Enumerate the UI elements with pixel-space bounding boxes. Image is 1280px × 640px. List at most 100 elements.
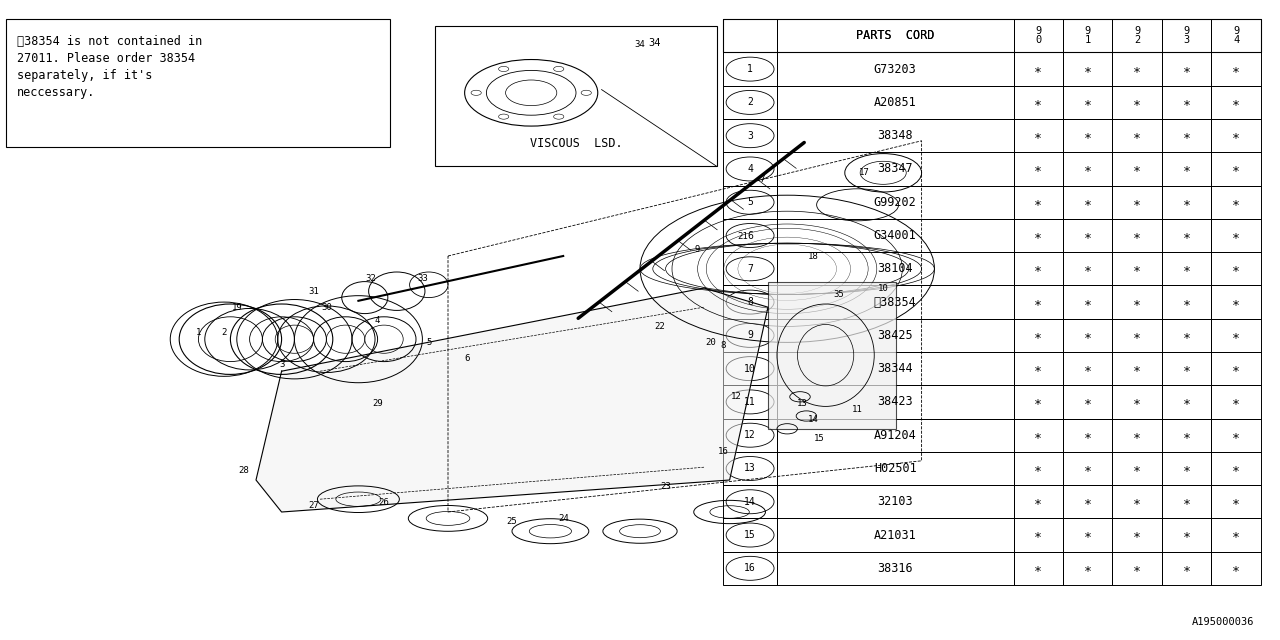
Bar — [723, 319, 777, 352]
Text: 10: 10 — [744, 364, 756, 374]
Bar — [1211, 419, 1261, 452]
Bar — [777, 186, 1014, 219]
Text: ∗: ∗ — [1183, 396, 1190, 408]
Bar — [1211, 385, 1261, 419]
Text: 1: 1 — [748, 64, 753, 74]
Text: ∗: ∗ — [1133, 163, 1142, 175]
Bar — [1062, 285, 1112, 319]
Bar — [723, 86, 777, 119]
Text: ∗: ∗ — [1233, 96, 1240, 109]
Bar — [1162, 186, 1211, 219]
Bar — [723, 19, 1261, 52]
Text: ∗: ∗ — [1084, 129, 1092, 142]
Bar — [1112, 52, 1162, 86]
Text: ∗: ∗ — [1084, 396, 1092, 408]
Bar — [777, 352, 1014, 385]
Bar — [6, 19, 390, 147]
Text: 2: 2 — [748, 97, 753, 108]
Text: ∗: ∗ — [1084, 229, 1092, 242]
Text: ∗: ∗ — [1084, 196, 1092, 209]
Text: ∗: ∗ — [1084, 163, 1092, 175]
Text: 6: 6 — [748, 230, 753, 241]
Bar — [777, 485, 1014, 518]
Text: ∗: ∗ — [1233, 495, 1240, 508]
Bar — [1062, 352, 1112, 385]
Bar — [1014, 152, 1062, 186]
Text: ∗: ∗ — [1183, 462, 1190, 475]
Text: ∗: ∗ — [1034, 462, 1042, 475]
Text: 1: 1 — [196, 328, 201, 337]
Bar — [1062, 52, 1112, 86]
Bar — [1062, 385, 1112, 419]
Text: 9
3: 9 3 — [1184, 26, 1189, 45]
Text: ∗: ∗ — [1183, 529, 1190, 541]
Text: 31: 31 — [308, 287, 319, 296]
Bar — [1112, 285, 1162, 319]
Text: ∗: ∗ — [1084, 562, 1092, 575]
Text: ∗: ∗ — [1133, 495, 1142, 508]
Bar — [1211, 19, 1261, 52]
Bar — [1014, 19, 1062, 52]
Text: 15: 15 — [744, 530, 756, 540]
Text: ∗: ∗ — [1233, 396, 1240, 408]
Bar — [723, 252, 777, 285]
Bar — [1211, 518, 1261, 552]
Bar — [723, 518, 777, 552]
Bar — [1211, 285, 1261, 319]
Bar — [1112, 19, 1162, 52]
Text: ※38354 is not contained in
27011. Please order 38354
separately, if it's
neccess: ※38354 is not contained in 27011. Please… — [17, 35, 202, 99]
Text: 9: 9 — [748, 330, 753, 340]
Text: ∗: ∗ — [1133, 229, 1142, 242]
Bar — [1112, 552, 1162, 585]
Text: ∗: ∗ — [1133, 462, 1142, 475]
Bar — [777, 152, 1014, 186]
Text: 13: 13 — [744, 463, 756, 474]
Text: ∗: ∗ — [1133, 562, 1142, 575]
Bar — [1211, 252, 1261, 285]
Bar — [1062, 186, 1112, 219]
Text: PARTS  CORD: PARTS CORD — [856, 29, 934, 42]
Bar — [1014, 285, 1062, 319]
Text: PARTS  CORD: PARTS CORD — [856, 29, 934, 42]
Bar — [723, 119, 777, 152]
Text: 20: 20 — [705, 338, 716, 347]
Bar — [1014, 52, 1062, 86]
Text: 30: 30 — [321, 303, 332, 312]
Text: ∗: ∗ — [1183, 429, 1190, 442]
Text: ∗: ∗ — [1034, 196, 1042, 209]
Text: ∗: ∗ — [1034, 562, 1042, 575]
Text: ∗: ∗ — [1084, 329, 1092, 342]
Text: ∗: ∗ — [1133, 429, 1142, 442]
Bar — [1062, 152, 1112, 186]
Bar — [723, 485, 777, 518]
Bar — [1162, 518, 1211, 552]
Bar — [1014, 319, 1062, 352]
Bar — [777, 419, 1014, 452]
Text: 8: 8 — [721, 341, 726, 350]
Text: 5: 5 — [748, 197, 753, 207]
Bar — [1014, 219, 1062, 252]
Bar — [1112, 152, 1162, 186]
Text: ∗: ∗ — [1133, 296, 1142, 308]
Text: ∗: ∗ — [1084, 495, 1092, 508]
Text: ∗: ∗ — [1034, 396, 1042, 408]
Bar — [1162, 19, 1211, 52]
Bar — [1211, 86, 1261, 119]
Bar — [1162, 352, 1211, 385]
Bar — [1014, 552, 1062, 585]
Text: ∗: ∗ — [1133, 196, 1142, 209]
Text: ∗: ∗ — [1183, 196, 1190, 209]
Text: 11: 11 — [852, 405, 863, 414]
Bar — [1112, 319, 1162, 352]
Text: ∗: ∗ — [1233, 63, 1240, 76]
Bar — [1162, 252, 1211, 285]
Text: ∗: ∗ — [1034, 229, 1042, 242]
Text: ∗: ∗ — [1183, 562, 1190, 575]
Text: 15: 15 — [814, 434, 824, 443]
Bar — [1162, 86, 1211, 119]
Bar — [723, 385, 777, 419]
Text: 27: 27 — [308, 501, 319, 510]
Text: ∗: ∗ — [1034, 163, 1042, 175]
Bar — [1162, 419, 1211, 452]
Bar — [777, 518, 1014, 552]
